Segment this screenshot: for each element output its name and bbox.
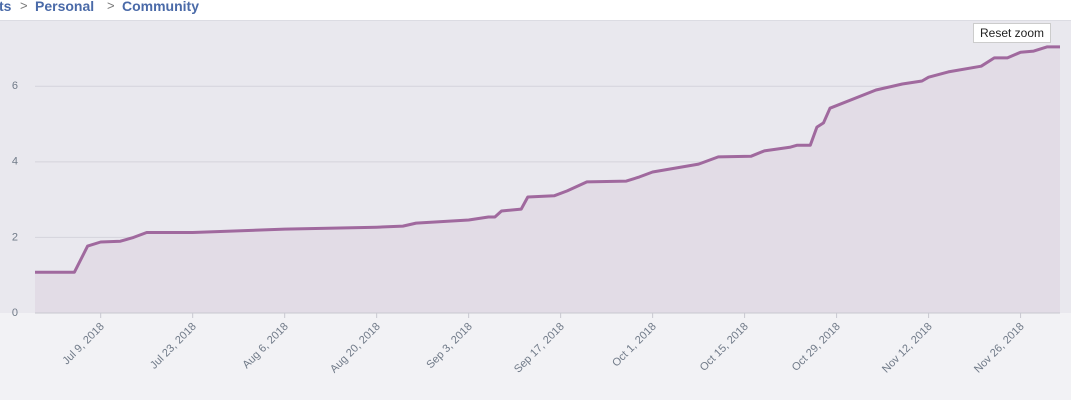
x-tick-label: Oct 15, 2018	[698, 321, 751, 374]
breadcrumb-item[interactable]: ts	[0, 0, 12, 14]
separator: >	[107, 0, 115, 13]
x-tick-label: Oct 29, 2018	[790, 321, 843, 374]
breadcrumb-item[interactable]: Community	[122, 0, 199, 14]
y-tick-label: 6	[12, 80, 18, 92]
breadcrumb-bar: ts > Personal > Community	[0, 0, 1071, 21]
x-tick-label: Nov 12, 2018	[880, 321, 935, 376]
x-tick-label: Oct 1, 2018	[610, 321, 659, 370]
y-tick-label: 2	[12, 231, 18, 243]
separator: >	[20, 0, 28, 13]
x-tick-label: Sep 3, 2018	[424, 321, 474, 371]
breadcrumb-item[interactable]: Personal	[35, 0, 95, 14]
x-tick-label: Jul 23, 2018	[148, 321, 199, 372]
area-fill	[35, 46, 1060, 314]
y-tick-label: 0	[12, 307, 18, 319]
x-tick-label: Sep 17, 2018	[512, 321, 567, 376]
x-tick-label: Aug 20, 2018	[328, 321, 383, 376]
y-tick-label: 4	[12, 156, 18, 168]
x-tick-label: Nov 26, 2018	[972, 321, 1027, 376]
x-tick-label: Aug 6, 2018	[240, 321, 290, 371]
x-tick-label: Jul 9, 2018	[60, 321, 107, 368]
reset-zoom-button[interactable]: Reset zoom	[973, 23, 1052, 43]
line	[35, 45, 1060, 274]
